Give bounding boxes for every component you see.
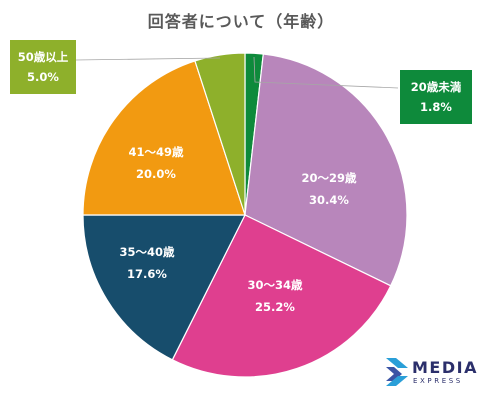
logo-text: MEDIA	[412, 358, 478, 377]
pie-slice-35-40	[82, 214, 246, 361]
callout-50-plus: 50歳以上 5.0%	[10, 40, 76, 94]
chart-title: 回答者について（年齢）	[147, 12, 335, 31]
callout-50-plus-label: 50歳以上	[17, 50, 69, 64]
slice-value-35-40: 17.6%	[127, 267, 167, 281]
callout-under-20-value: 1.8%	[420, 100, 452, 114]
slice-value-30-34: 25.2%	[255, 300, 295, 314]
callout-50-plus-value: 5.0%	[27, 70, 59, 84]
logo-subtext: EXPRESS	[413, 377, 463, 385]
callout-under-20: 20歳未満 1.8%	[400, 70, 472, 124]
leader-line-50-plus	[75, 57, 221, 61]
leader-line-under-20	[253, 56, 399, 89]
pie-slice-50-plus	[194, 52, 246, 216]
pie-slice-30-34	[171, 214, 392, 378]
media-express-logo: MEDIA EXPRESS	[384, 355, 476, 391]
slice-label-41-49: 41〜49歳	[128, 145, 184, 159]
pie-slice-41-49	[82, 60, 246, 216]
slice-label-35-40: 35〜40歳	[119, 245, 175, 259]
pie-slice-20-29	[244, 53, 408, 287]
slice-value-20-29: 30.4%	[309, 193, 349, 207]
callout-under-20-label: 20歳未満	[410, 80, 462, 94]
slice-label-30-34: 30〜34歳	[247, 278, 303, 292]
slice-label-20-29: 20〜29歳	[301, 171, 357, 185]
logo-mark-icon	[386, 358, 408, 386]
slice-value-41-49: 20.0%	[136, 167, 176, 181]
